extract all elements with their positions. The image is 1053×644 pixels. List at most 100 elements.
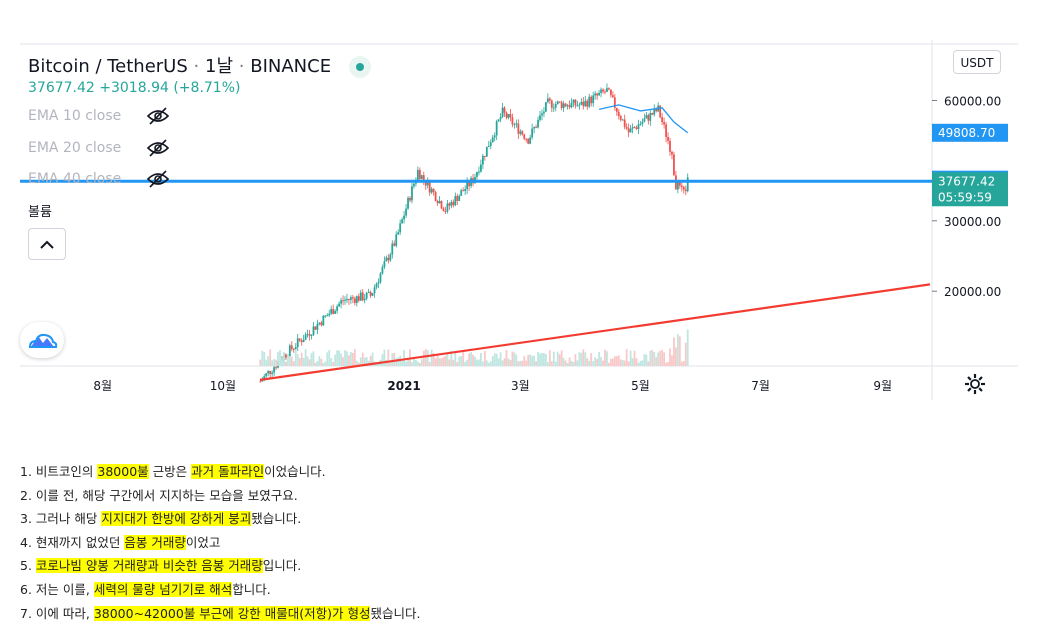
candle-body	[275, 367, 277, 369]
volume-bar	[350, 352, 352, 366]
candle-body	[391, 243, 394, 255]
candle-body	[667, 137, 669, 141]
candle-body	[267, 370, 270, 374]
volume-bar	[304, 349, 307, 366]
volume-bar	[450, 350, 453, 366]
volume-bar	[389, 360, 392, 366]
candle-body	[350, 297, 352, 300]
eye-off-icon[interactable]	[146, 138, 170, 162]
volume-bar	[548, 350, 551, 366]
volume-bar	[377, 362, 380, 366]
collapse-button[interactable]	[28, 228, 66, 260]
price-marker-label: 49808.70	[938, 126, 995, 140]
market-status-icon[interactable]	[348, 56, 371, 78]
volume-bar	[663, 352, 665, 366]
price-chart-svg[interactable]: 60000.00 30000.00 20000.00 8월 10월 2021 3월 5월 7월 9…	[0, 0, 1053, 420]
note-highlight: 38000~42000불 부근에 강한 매물대(저항)가 형성	[93, 605, 371, 621]
candle-body	[680, 185, 683, 187]
volume-bar	[310, 353, 313, 366]
note-item: 3. 그러나 해당 지지대가 한방에 강하게 붕괴됐습니다.	[20, 507, 420, 531]
candle-body	[285, 354, 287, 358]
volume-bar	[290, 356, 293, 366]
volume-bar	[381, 354, 384, 366]
candle-body	[332, 309, 335, 314]
candle-body	[348, 299, 350, 301]
candle-body	[334, 310, 337, 314]
volume-bar	[649, 350, 652, 366]
volume-bar	[363, 357, 366, 366]
candle-body	[381, 267, 384, 274]
volume-bar	[275, 359, 277, 366]
candle-body	[566, 105, 569, 107]
volume-bar	[438, 358, 441, 366]
volume-bar	[432, 353, 435, 366]
volume-bar	[359, 357, 362, 366]
candle-body	[568, 105, 571, 108]
separator: ·	[238, 56, 245, 77]
volume-bar	[338, 350, 340, 366]
volume-bar	[598, 352, 600, 366]
volume-bar	[259, 359, 262, 366]
volume-bar	[365, 357, 368, 366]
note-highlight: 코로나빔 양봉 거래량과 비슷한 음봉 거래량	[35, 558, 263, 574]
candle-body	[499, 116, 502, 120]
volume-bar	[665, 362, 667, 366]
volume-bar	[436, 355, 439, 366]
candle-body	[523, 134, 526, 139]
interval[interactable]: 1날	[205, 56, 234, 77]
volume-bar	[637, 362, 640, 366]
price-marker-badge	[932, 123, 1008, 142]
candle-body	[312, 326, 315, 335]
candle-body	[377, 282, 380, 284]
volume-bar	[671, 355, 673, 366]
candle-body	[373, 287, 376, 294]
eye-off-icon[interactable]	[146, 106, 170, 130]
volume-bar	[629, 350, 632, 366]
candle-body	[481, 155, 484, 165]
volume-bar	[326, 352, 329, 366]
volume-bar	[655, 357, 658, 366]
settings-gear-icon[interactable]	[964, 373, 986, 399]
volume-bar	[361, 352, 364, 366]
note-text: 됐습니다.	[251, 511, 302, 527]
indicator-ema-20[interactable]: EMA 20 close	[28, 139, 170, 157]
volume-bar	[294, 349, 297, 366]
volume-bar	[657, 352, 660, 366]
volume-bar	[273, 359, 275, 366]
note-highlight: 38000불	[97, 464, 149, 479]
candle-body	[367, 291, 370, 293]
eye-off-icon[interactable]	[146, 169, 170, 193]
volume-bar	[627, 361, 630, 366]
candle-body	[541, 113, 543, 116]
candle-body	[611, 95, 614, 98]
candle-body	[671, 151, 673, 155]
note-number: 4.	[20, 534, 36, 550]
candle-body	[440, 201, 443, 209]
candle-body	[344, 299, 346, 301]
note-text: 그러나 해당	[35, 511, 102, 527]
candle-body	[310, 334, 313, 336]
volume-bar	[661, 349, 664, 366]
candle-body	[318, 322, 321, 324]
indicator-ema-10[interactable]: EMA 10 close	[28, 107, 170, 125]
candle-body	[395, 234, 398, 246]
candle-body	[416, 169, 419, 180]
currency-button[interactable]: USDT	[953, 50, 1001, 74]
tradingview-cloud-icon[interactable]	[20, 322, 64, 358]
volume-bar	[608, 362, 610, 366]
trend-line[interactable]	[260, 283, 931, 381]
note-item: 1. 비트코인의 38000불 근방은 과거 돌파라인이었습니다.	[20, 460, 420, 484]
volume-bar	[428, 362, 431, 366]
candle-body	[346, 299, 348, 301]
volume-bar	[686, 329, 689, 366]
chart-area[interactable]: 60000.00 30000.00 20000.00 8월 10월 2021 3월 5월 7월 9…	[0, 0, 1053, 420]
symbol-name[interactable]: Bitcoin / TetherUS	[28, 56, 188, 77]
volume-bar	[495, 353, 498, 366]
volume-bar	[546, 362, 549, 366]
note-number: 2.	[20, 487, 36, 503]
volume-bar	[332, 362, 335, 366]
indicator-ema-40[interactable]: EMA 40 close	[28, 170, 170, 188]
volume-bar	[554, 361, 557, 366]
volume-bar	[351, 352, 354, 366]
indicator-label: EMA 20 close	[28, 140, 122, 156]
